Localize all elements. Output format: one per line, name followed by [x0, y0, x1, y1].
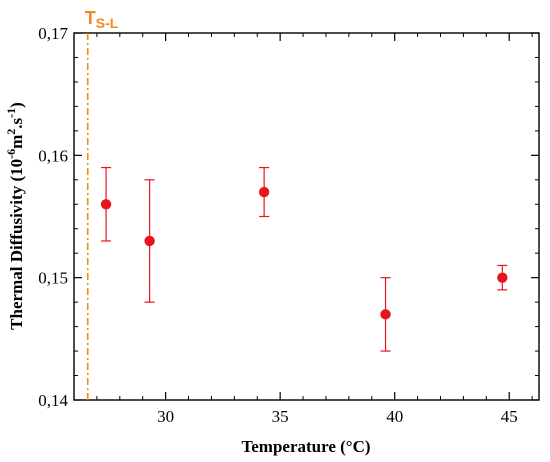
reference-line-label-sub: S-L	[96, 15, 119, 31]
x-tick-label: 40	[386, 407, 403, 426]
y-axis-title: Thermal Diffusivity (10-6m2.s-1)	[4, 102, 26, 330]
x-tick-label: 35	[272, 407, 289, 426]
data-point	[144, 235, 155, 247]
y-axis-title-sup-3: -1	[4, 108, 18, 118]
x-tick-label: 45	[501, 407, 518, 426]
reference-line-group: TS-L	[85, 8, 119, 400]
y-axis-title-mid-2: .s	[7, 117, 26, 128]
y-axis-title-main: Thermal Diffusivity (10	[7, 159, 26, 330]
y-tick-label: 0,17	[38, 24, 68, 43]
reference-line-label: TS-L	[85, 8, 119, 31]
x-axis-title: Temperature (°C)	[241, 437, 370, 456]
x-tick-label: 30	[157, 407, 174, 426]
y-tick-label: 0,14	[38, 391, 68, 410]
y-axis-title-sup-1: -6	[4, 149, 18, 159]
y-tick-label: 0,15	[38, 269, 68, 288]
y-axis-title-end: )	[7, 102, 26, 108]
reference-line-label-main: T	[85, 8, 96, 28]
y-axis-title-sup-2: 2	[4, 129, 18, 135]
data-point	[497, 272, 508, 283]
data-point	[380, 309, 391, 320]
data-marks	[100, 166, 508, 352]
y-tick-label: 0,16	[38, 146, 68, 165]
data-point	[258, 186, 270, 198]
tick-group: 30 35 40 45 0,14 0,15 0,16 0,17	[38, 24, 539, 426]
data-point	[100, 199, 112, 210]
plot-frame	[73, 32, 540, 401]
y-axis-title-mid: m	[7, 135, 26, 149]
